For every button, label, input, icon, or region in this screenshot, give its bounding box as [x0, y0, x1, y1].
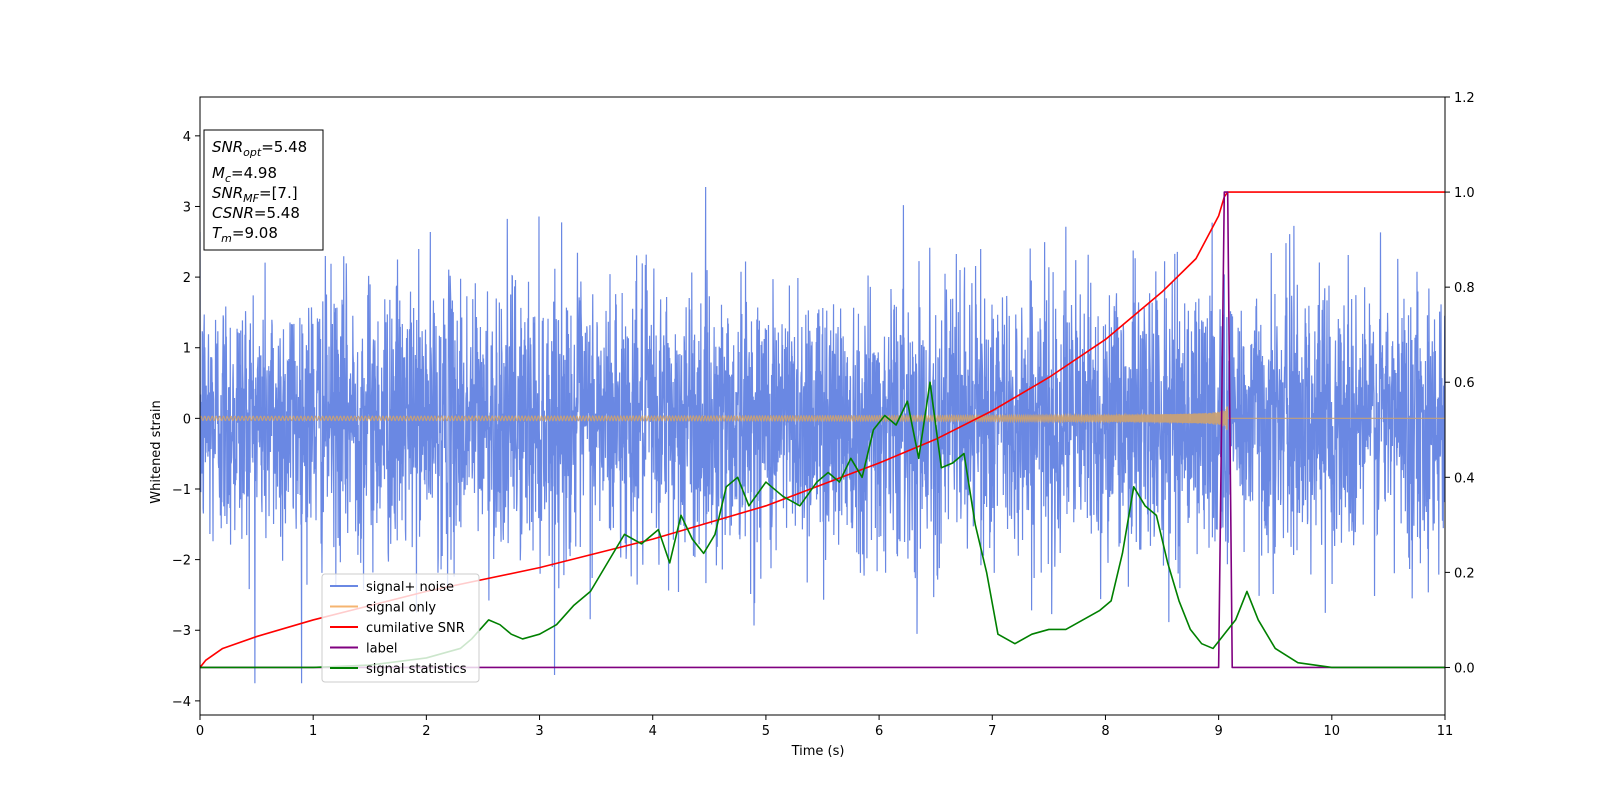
series-signal-only — [200, 406, 1445, 431]
series-signal-noise — [200, 187, 1445, 684]
y-tick-label: 0 — [183, 412, 191, 427]
info-snr-opt: SNRopt=5.48 — [212, 138, 307, 159]
x-tick-label: 7 — [988, 724, 996, 739]
y-tick-label: −1 — [172, 483, 191, 498]
y-tick-label: −2 — [172, 554, 191, 569]
axes: 0 1 2 3 4 5 6 7 8 9 10 11 −4 −3 −2 −1 0 1 2 3 4 0.0 0.2 0.4 0.6 0… — [172, 91, 1475, 739]
x-tick-label: 2 — [422, 724, 430, 739]
series-label — [200, 191, 1445, 669]
y2-tick-label: 0.8 — [1454, 281, 1475, 296]
info-box-frame — [203, 129, 324, 251]
info-tm: Tm=9.08 — [212, 224, 278, 245]
y2-tick-label: 1.0 — [1454, 186, 1475, 201]
x-tick-label: 5 — [762, 724, 770, 739]
legend-entry: label — [366, 642, 397, 657]
y2-tick-label: 0.0 — [1454, 661, 1475, 676]
x-tick-label: 6 — [875, 724, 883, 739]
legend-entry: cumilative SNR — [366, 621, 465, 636]
y-tick-label: −3 — [172, 624, 191, 639]
x-tick-label: 1 — [309, 724, 317, 739]
info-csnr: CSNR=5.48 — [212, 204, 300, 222]
y-tick-label: 1 — [183, 342, 191, 357]
x-axis-label: Time (s) — [791, 744, 845, 759]
x-tick-label: 8 — [1101, 724, 1109, 739]
info-box: SNRopt=5.48 Mc=4.98 SNRMF=[7.] CSNR=5.48… — [203, 129, 324, 251]
y-tick-label: 4 — [183, 130, 191, 145]
series-cumulative-snr — [200, 191, 1445, 668]
y2-tick-label: 0.4 — [1454, 471, 1475, 486]
x-tick-label: 11 — [1437, 724, 1454, 739]
legend: signal+ noise signal only cumilative SNR la… — [321, 573, 480, 683]
y2-tick-label: 1.2 — [1454, 91, 1475, 106]
y-axis-label: Whitened strain — [149, 400, 164, 503]
legend-entry: signal only — [366, 601, 436, 616]
y-tick-label: 2 — [183, 271, 191, 286]
plot-frame — [199, 96, 1446, 716]
y-tick-label: −4 — [172, 695, 191, 710]
info-mc: Mc=4.98 — [212, 164, 277, 185]
x-tick-label: 3 — [535, 724, 543, 739]
plot-area — [200, 187, 1445, 684]
x-tick-label: 4 — [649, 724, 657, 739]
legend-entry: signal+ noise — [366, 580, 454, 595]
info-snr-mf: SNRMF=[7.] — [212, 184, 298, 205]
x-tick-label: 10 — [1324, 724, 1341, 739]
x-tick-label: 0 — [196, 724, 204, 739]
y-tick-label: 3 — [183, 200, 191, 215]
y2-tick-label: 0.6 — [1454, 376, 1475, 391]
legend-frame — [321, 573, 480, 683]
series-signal-statistics — [200, 381, 1445, 669]
legend-entry: signal statistics — [366, 662, 467, 677]
y2-tick-label: 0.2 — [1454, 566, 1475, 581]
x-tick-label: 9 — [1214, 724, 1222, 739]
